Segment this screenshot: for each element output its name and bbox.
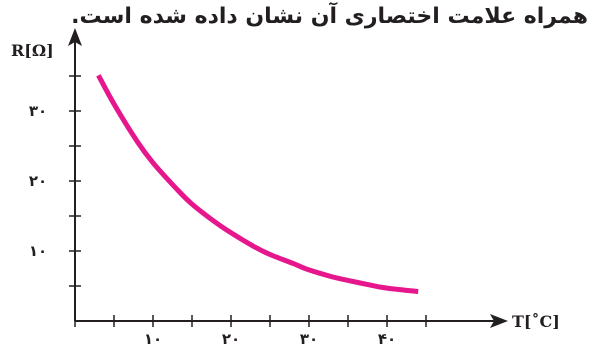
y-axis-arrow — [68, 28, 82, 46]
resistance-curve — [96, 74, 419, 295]
x-tick-label: ۲۰ — [222, 330, 240, 348]
y-tick-label: ۳۰ — [29, 102, 47, 120]
x-tick-label: ۱۰ — [144, 330, 162, 348]
y-axis-title: R[Ω] — [11, 41, 54, 60]
y-tick-label: ۲۰ — [29, 172, 47, 190]
caption-text: همراه علامت اختصاری آن نشان داده شده است… — [71, 4, 588, 29]
x-tick-label: ۴۰ — [378, 330, 396, 348]
x-tick-label: ۳۰ — [300, 330, 318, 348]
y-tick-label: ۱۰ — [29, 242, 47, 260]
x-axis-arrow — [490, 314, 508, 328]
x-axis-title: T[˚C] — [512, 311, 560, 331]
